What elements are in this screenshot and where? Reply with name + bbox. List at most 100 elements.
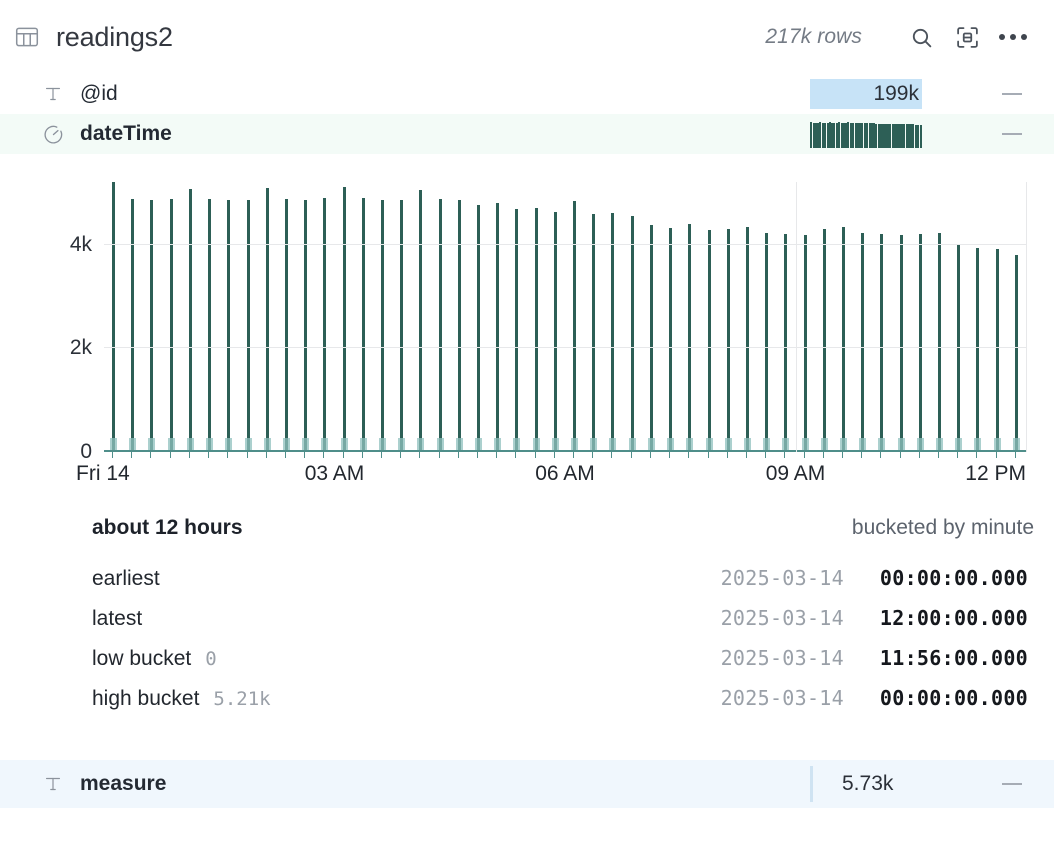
- stat-date: 2025-03-14: [720, 646, 844, 670]
- x-axis-labels: Fri 14 03 AM 06 AM 09 AM 12 PM: [0, 462, 1054, 496]
- sparkline-bar: [810, 122, 813, 148]
- sparkline-bar: [887, 123, 890, 148]
- sparkline-bar: [833, 122, 836, 148]
- stat-sub-value: 0: [205, 648, 217, 670]
- chart-tickmark: [726, 451, 728, 458]
- chart-tickmark: [918, 451, 920, 458]
- chart-bar: [244, 199, 252, 452]
- stat-date: 2025-03-14: [720, 686, 844, 710]
- chart-bar-base: [686, 438, 694, 452]
- chart-tickmark: [265, 451, 267, 458]
- more-options-icon[interactable]: [996, 20, 1030, 54]
- stat-time: 00:00:00.000: [879, 566, 1028, 590]
- sparkline-bar: [868, 123, 871, 148]
- bucketing-label: bucketed by minute: [851, 516, 1034, 539]
- search-icon[interactable]: [904, 20, 938, 54]
- x-tick-label: 09 AM: [765, 462, 826, 485]
- chart-bar-base: [609, 438, 617, 452]
- chart-tickmark: [304, 451, 306, 458]
- collapse-minus-icon-datetime[interactable]: [1002, 133, 1022, 135]
- sparkline-bar: [817, 122, 820, 148]
- chart-tickmark: [553, 451, 555, 458]
- sparkline-bar: [823, 122, 826, 148]
- chart-tickmark: [323, 451, 325, 458]
- clock-type-icon: [40, 123, 66, 146]
- sparkline-bar: [889, 123, 892, 148]
- chart-baseline: [104, 450, 1026, 452]
- horizontal-gridline: [104, 243, 1026, 245]
- stat-time: 12:00:00.000: [879, 606, 1028, 630]
- chart-bar: [110, 182, 118, 452]
- chart-bar-base: [494, 438, 502, 452]
- chart-bar-base: [167, 438, 175, 452]
- sparkline-bar: [828, 122, 831, 148]
- chart-bar-base: [244, 438, 252, 452]
- stat-time: 00:00:00.000: [879, 686, 1028, 710]
- chart-bar-base: [302, 438, 310, 452]
- sparkline-bar: [854, 122, 857, 148]
- stats-list: earliest 2025-03-14 00:00:00.000 latest 2025…: [0, 566, 1054, 726]
- chart-bar-base: [532, 438, 540, 452]
- measure-value-rule: [810, 766, 813, 802]
- chart-tickmark: [573, 451, 575, 458]
- sparkline-bar: [845, 122, 848, 148]
- sparkline-bar: [837, 122, 840, 148]
- column-row-id[interactable]: @id 199k: [0, 74, 1054, 114]
- chart-bar: [302, 199, 310, 452]
- x-tick-label: 03 AM: [304, 462, 365, 485]
- collapse-minus-icon-id[interactable]: [1002, 93, 1022, 95]
- sparkline-bar: [875, 123, 878, 148]
- chart-tickmark: [745, 451, 747, 458]
- row-count-label: 217k rows: [765, 25, 862, 48]
- chart-bar-base: [1012, 438, 1020, 452]
- chart-bar: [148, 200, 156, 452]
- chart-bar: [801, 235, 809, 452]
- chart-bar: [763, 232, 771, 452]
- sparkline-bar: [917, 124, 920, 148]
- horizontal-gridline: [104, 347, 1026, 349]
- chart-tickmark: [611, 451, 613, 458]
- chart-bar-base: [321, 438, 329, 452]
- chart-tickmark: [131, 451, 133, 458]
- column-value-measure[interactable]: 5.73k: [842, 772, 894, 795]
- dot-2: [1010, 34, 1016, 40]
- chart-bar-base: [763, 438, 771, 452]
- datetime-detail-panel: 0 2k 4k Fri 14 03 AM 06 AM 09 AM 12 PM about 1…: [0, 154, 1054, 726]
- sparkline-bar: [912, 124, 915, 148]
- chart-bar: [225, 200, 233, 452]
- chart-tickmark: [438, 451, 440, 458]
- histogram-chart[interactable]: 0 2k 4k: [0, 182, 1054, 463]
- chart-tickmark: [227, 451, 229, 458]
- column-sparkline-datetime[interactable]: [810, 122, 922, 148]
- chart-bar: [820, 229, 828, 452]
- chart-tickmark: [649, 451, 651, 458]
- chart-bar: [974, 248, 982, 452]
- chart-bar-base: [667, 438, 675, 452]
- more-dots: [999, 34, 1027, 40]
- chart-tickmark: [419, 451, 421, 458]
- chart-tickmark: [515, 451, 517, 458]
- chart-bar-base: [820, 438, 828, 452]
- chart-bar-base: [475, 438, 483, 452]
- sparkline-bar: [847, 122, 850, 148]
- fit-to-screen-icon[interactable]: [950, 20, 984, 54]
- stat-row: low bucket 0 2025-03-14 11:56:00.000: [92, 646, 1028, 686]
- chart-tickmark: [880, 451, 882, 458]
- chart-bar: [417, 189, 425, 452]
- chart-bar: [686, 223, 694, 452]
- collapse-minus-icon-measure[interactable]: [1002, 783, 1022, 785]
- chart-bar: [667, 227, 675, 452]
- chart-tickmark: [765, 451, 767, 458]
- chart-bar: [263, 188, 271, 452]
- chart-tickmark: [496, 451, 498, 458]
- column-value-id[interactable]: 199k: [810, 79, 922, 109]
- chart-bar: [513, 209, 521, 452]
- chart-tickmark: [169, 451, 171, 458]
- chart-tickmark: [669, 451, 671, 458]
- stat-row: high bucket 5.21k 2025-03-14 00:00:00.000: [92, 686, 1028, 726]
- y-axis-labels: 0 2k 4k: [36, 182, 92, 463]
- column-row-datetime[interactable]: dateTime: [0, 114, 1054, 154]
- chart-bar-base: [263, 438, 271, 452]
- chart-bar: [129, 199, 137, 452]
- column-row-measure[interactable]: measure 5.73k: [0, 760, 1054, 808]
